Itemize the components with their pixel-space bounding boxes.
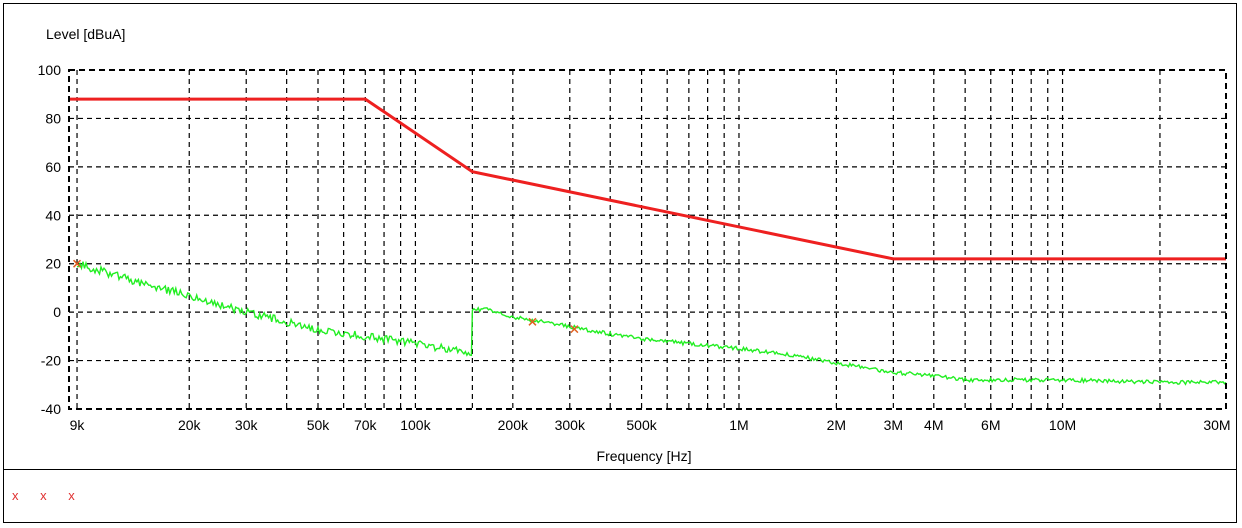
marker-layer (74, 260, 578, 332)
y-tick-labels: 100 80 60 40 20 0 -20 -40 (38, 62, 62, 417)
y-tick-label: 100 (38, 62, 62, 78)
plot-area-border (69, 70, 1226, 409)
y-tick-label: 20 (45, 256, 61, 272)
measurement-trace (77, 262, 1226, 385)
x-tick-label: 70k (354, 417, 378, 433)
x-tick-label: 2M (827, 417, 846, 433)
x-tick-label: 6M (981, 417, 1000, 433)
y-tick-label: 0 (53, 304, 61, 320)
x-tick-label: 30k (235, 417, 259, 433)
x-tick-label: 100k (400, 417, 431, 433)
marker-legend: x x x (12, 488, 84, 503)
divider (4, 469, 1236, 470)
x-tick-label: 200k (498, 417, 529, 433)
x-tick-label: 50k (307, 417, 331, 433)
chart-svg: Level [dBuA] Frequency [Hz] 100806040200… (4, 4, 1236, 468)
y-tick-label: 60 (45, 159, 61, 175)
series-layer (69, 99, 1226, 384)
y-tick-label: -40 (41, 401, 61, 417)
y-tick-label: -20 (41, 353, 61, 369)
limit-line (69, 99, 1226, 259)
x-tick-label: 4M (924, 417, 943, 433)
x-tick-label: 3M (884, 417, 903, 433)
x-tick-label: 10M (1049, 417, 1076, 433)
y-axis-label: Level [dBuA] (46, 26, 125, 42)
x-tick-label: 20k (178, 417, 202, 433)
x-tick-label: 30M (1203, 417, 1230, 433)
x-tick-label: 300k (555, 417, 586, 433)
y-tick-label: 40 (45, 207, 61, 223)
x-tick-label: 9k (70, 417, 86, 433)
x-tick-label: 1M (729, 417, 748, 433)
y-tick-label: 80 (45, 110, 61, 126)
x-tick-labels: 9k 20k 30k 50k 70k 100k 200k 300k 500k 1M 2M 3M 4M 6M… (70, 417, 1231, 433)
x-axis-label: Frequency [Hz] (597, 448, 692, 464)
x-tick-label: 500k (626, 417, 657, 433)
chart-panel: Level [dBuA] Frequency [Hz] 100 80 60 40 20 0… (3, 3, 1237, 523)
grid (69, 70, 1226, 409)
